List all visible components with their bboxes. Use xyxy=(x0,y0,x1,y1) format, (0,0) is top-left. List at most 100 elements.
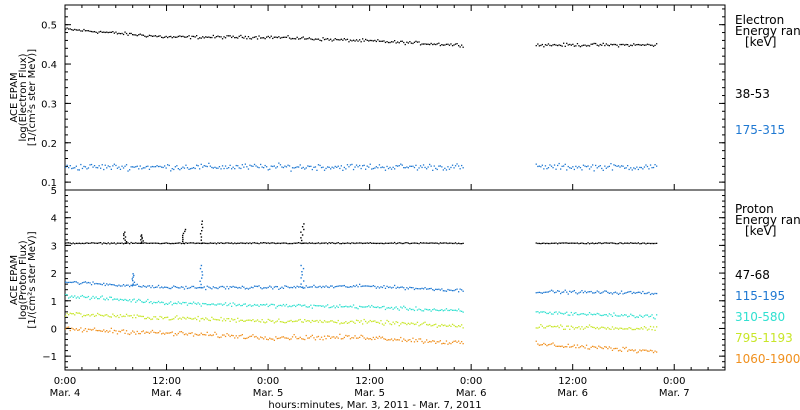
data-point xyxy=(87,242,90,244)
data-point xyxy=(348,286,350,288)
y-tick-label: 0.5 xyxy=(41,21,57,32)
data-point xyxy=(189,38,192,40)
data-point xyxy=(296,285,298,287)
data-point xyxy=(366,322,368,324)
data-point xyxy=(537,43,539,45)
data-point xyxy=(555,345,557,347)
data-point xyxy=(295,305,297,308)
data-point xyxy=(625,314,627,316)
data-point xyxy=(436,288,438,291)
data-point xyxy=(634,349,636,351)
data-point xyxy=(266,303,268,305)
data-point xyxy=(235,305,237,307)
data-point xyxy=(365,338,367,340)
data-point xyxy=(426,242,428,244)
data-point xyxy=(584,290,586,292)
data-point xyxy=(129,169,131,171)
data-point xyxy=(65,281,67,283)
data-point xyxy=(170,243,172,245)
data-point xyxy=(83,314,85,317)
data-point xyxy=(260,304,262,306)
data-point xyxy=(217,319,219,321)
data-point xyxy=(412,322,414,325)
data-point xyxy=(308,306,310,308)
data-point xyxy=(410,165,412,167)
data-point xyxy=(371,338,373,341)
data-point xyxy=(538,312,540,314)
data-point xyxy=(543,291,545,294)
data-point xyxy=(293,38,295,40)
data-point xyxy=(264,287,266,289)
data-point xyxy=(447,288,449,291)
data-point xyxy=(77,29,79,31)
data-point xyxy=(106,243,108,245)
data-point xyxy=(596,44,598,46)
data-point xyxy=(119,242,122,244)
data-point xyxy=(346,335,349,337)
data-point xyxy=(458,45,460,47)
data-point xyxy=(553,164,556,166)
data-point xyxy=(378,242,381,245)
data-point xyxy=(538,165,540,167)
data-point xyxy=(218,36,221,38)
data-point xyxy=(564,242,566,244)
data-point xyxy=(238,167,240,169)
data-point xyxy=(579,167,582,169)
data-point xyxy=(561,312,563,315)
data-point xyxy=(71,281,73,284)
data-point xyxy=(637,43,639,46)
data-point xyxy=(202,166,204,168)
data-point xyxy=(90,242,93,244)
data-point xyxy=(567,314,569,316)
data-point xyxy=(261,166,263,168)
data-point xyxy=(593,170,595,172)
data-point xyxy=(174,242,176,244)
data-point xyxy=(264,242,266,244)
data-point xyxy=(194,167,196,170)
data-point xyxy=(585,326,588,328)
data-point xyxy=(544,291,547,293)
data-point xyxy=(231,242,233,244)
spike-point xyxy=(302,267,305,270)
data-point xyxy=(537,242,539,245)
data-point xyxy=(445,308,448,310)
data-point xyxy=(183,288,186,290)
data-point xyxy=(354,166,356,168)
data-point xyxy=(221,242,224,244)
data-point xyxy=(412,337,414,339)
data-point xyxy=(552,242,554,244)
data-point xyxy=(98,165,100,167)
data-point xyxy=(386,285,388,287)
data-point xyxy=(599,43,601,46)
data-point xyxy=(240,319,242,321)
data-point xyxy=(557,290,559,292)
data-point xyxy=(132,330,134,332)
y-tick-label: 0.1 xyxy=(41,178,57,189)
data-point xyxy=(604,314,606,316)
data-point xyxy=(588,324,591,326)
data-point xyxy=(211,316,213,318)
data-point xyxy=(582,44,585,46)
data-point xyxy=(314,166,317,168)
data-point xyxy=(343,38,345,40)
data-point xyxy=(444,242,446,244)
data-point xyxy=(285,36,288,38)
spike-point xyxy=(200,283,202,286)
data-point xyxy=(633,350,635,352)
data-point xyxy=(333,287,335,289)
data-point xyxy=(454,340,457,342)
data-point xyxy=(566,169,568,171)
data-point xyxy=(101,314,103,317)
data-point xyxy=(247,288,250,290)
data-point xyxy=(627,328,629,330)
data-point xyxy=(610,163,612,165)
data-point xyxy=(582,328,585,330)
data-point xyxy=(164,333,166,335)
data-point xyxy=(567,293,569,295)
data-point xyxy=(656,43,658,45)
data-point xyxy=(135,301,137,303)
data-point xyxy=(588,243,591,245)
data-point xyxy=(161,301,163,303)
data-point xyxy=(541,344,543,346)
data-point xyxy=(255,285,257,287)
